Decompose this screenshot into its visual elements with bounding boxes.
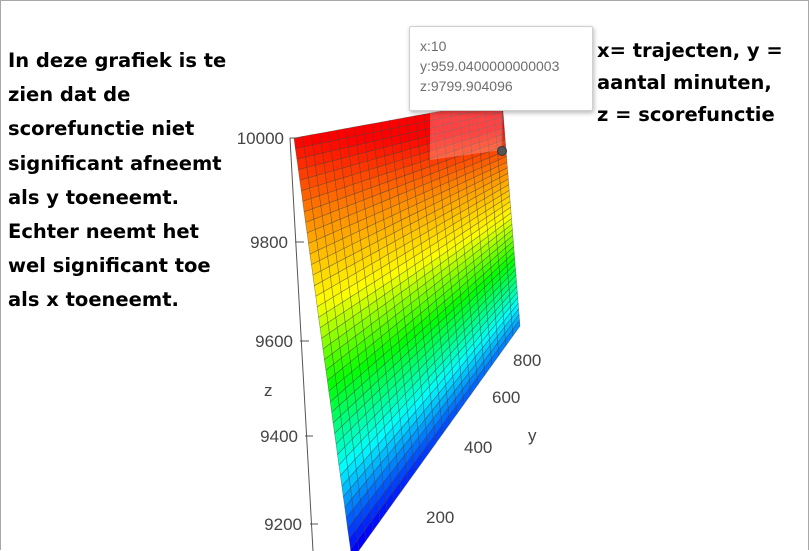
z-tick-label: 9400: [260, 427, 298, 446]
tooltip-y: y:959.0400000000003: [420, 58, 560, 74]
annotation-left: In deze grafiek is te zien dat de scoref…: [8, 49, 227, 312]
surface-mesh[interactable]: [293, 99, 521, 551]
z-axis-line: [289, 137, 314, 551]
y-tick-label: 600: [492, 388, 520, 407]
z-tick-label: 9200: [264, 515, 302, 534]
annotation-right: x= trajecten, y = aantal minuten, z = sc…: [597, 39, 783, 126]
hover-point-marker[interactable]: [497, 146, 507, 156]
z-tick-label: 9800: [250, 233, 288, 252]
y-tick-label: 200: [426, 508, 454, 527]
surface-cell: [512, 319, 521, 337]
z-tick-label: 10000: [237, 129, 284, 148]
hover-tooltip: x:10 y:959.0400000000003 z:9799.904096: [409, 26, 593, 111]
surface-cell: [302, 134, 314, 148]
y-tick-label: 800: [513, 351, 541, 370]
y-axis-label: y: [528, 426, 537, 445]
tooltip-x: x:10: [420, 38, 447, 54]
y-tick-label: 400: [464, 438, 492, 457]
z-tick-label: 9600: [255, 332, 293, 351]
tooltip-z: z:9799.904096: [420, 78, 513, 94]
hover-highlight: [430, 100, 502, 160]
z-axis-label: z: [264, 381, 273, 400]
